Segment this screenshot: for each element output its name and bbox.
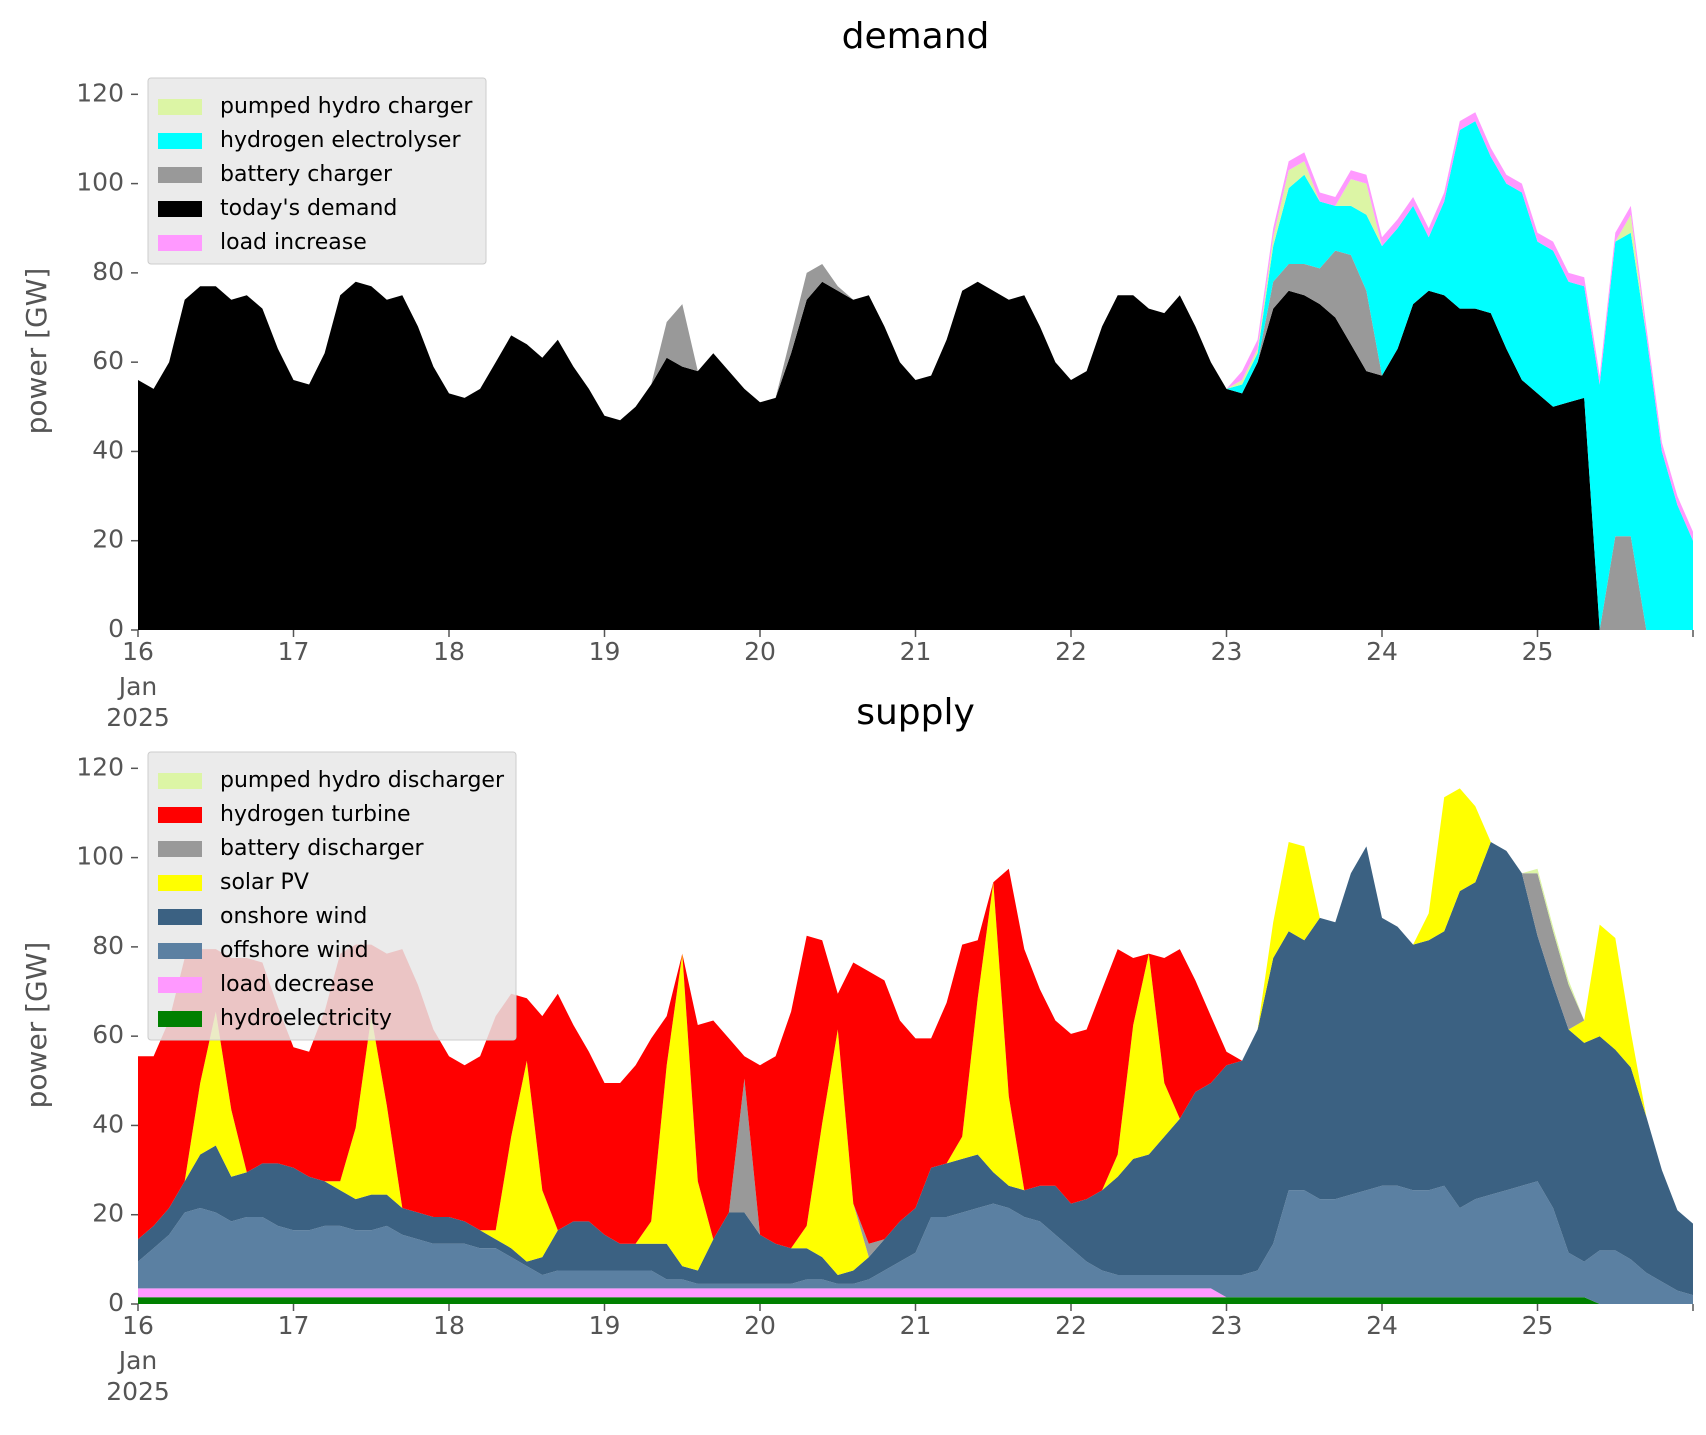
- y-tick-label: 120: [76, 78, 124, 107]
- y-tick-label: 40: [92, 1109, 124, 1138]
- legend-box: [147, 751, 517, 1041]
- legend-box: [147, 77, 487, 265]
- x-tick-label: 17: [278, 637, 310, 666]
- legend: pumped hydro discharger hydrogen turbine b…: [147, 751, 517, 1041]
- y-tick-label: 20: [92, 1199, 124, 1228]
- legend-label-hydrogen-turbine: hydrogen turbine: [220, 802, 411, 827]
- x-tick-label: 23: [1211, 637, 1243, 666]
- y-tick-label: 20: [92, 525, 124, 554]
- y-tick-label: 100: [76, 842, 124, 871]
- x-tick-label: 20: [744, 1311, 776, 1340]
- legend-label-hydroelectricity: hydroelectricity: [220, 1006, 392, 1031]
- legend-label-pumped-hydro-charger: pumped hydro charger: [220, 94, 473, 119]
- x-tick-label: 16: [122, 1311, 154, 1340]
- area-hydrogen-electrolyser: [138, 121, 1693, 630]
- legend-swatch-solar-pv: [158, 875, 202, 891]
- legend-swatch-load-increase: [158, 235, 202, 251]
- legend-swatch-hydrogen-turbine: [158, 807, 202, 823]
- y-tick-label: 40: [92, 435, 124, 464]
- legend-swatch-pumped-hydro-charger: [158, 99, 202, 115]
- y-tick-label: 80: [92, 257, 124, 286]
- area-offshore-wind: [138, 1181, 1693, 1304]
- x-tick-label: 19: [589, 1311, 621, 1340]
- y-tick-label: 0: [108, 614, 124, 643]
- x-tick-label: 19: [589, 637, 621, 666]
- y-tick-label: 80: [92, 931, 124, 960]
- x-tick-label: 22: [1055, 1311, 1087, 1340]
- area-today-s-demand: [138, 281, 1693, 630]
- legend-swatch-today-s-demand: [158, 201, 202, 217]
- area-hydrogen-turbine: [138, 788, 1693, 1249]
- y-tick-label: 60: [92, 346, 124, 375]
- x-tick-label: 21: [900, 637, 932, 666]
- x-tick-label: 25: [1522, 637, 1554, 666]
- x-tick-label: 16: [122, 637, 154, 666]
- x-tick-label: 18: [433, 1311, 465, 1340]
- legend-swatch-pumped-hydro-discharger: [158, 773, 202, 789]
- y-tick-label: 0: [108, 1288, 124, 1317]
- area-solar-pv: [138, 788, 1693, 1275]
- legend-label-today-s-demand: today's demand: [220, 196, 397, 221]
- y-axis-label: power [GW]: [20, 268, 53, 435]
- x-tick-label: 23: [1211, 1311, 1243, 1340]
- legend-label-hydrogen-electrolyser: hydrogen electrolyser: [220, 128, 461, 153]
- legend-label-load-increase: load increase: [220, 230, 367, 255]
- legend-swatch-load-decrease: [158, 977, 202, 993]
- x-tick-label: 24: [1366, 1311, 1398, 1340]
- y-tick-label: 100: [76, 168, 124, 197]
- legend-swatch-battery-discharger: [158, 841, 202, 857]
- legend-label-pumped-hydro-discharger: pumped hydro discharger: [220, 768, 505, 793]
- x-tick-label: 20: [744, 637, 776, 666]
- legend-swatch-hydrogen-electrolyser: [158, 133, 202, 149]
- x-tick-label: 22: [1055, 637, 1087, 666]
- x-tick-label-extra: 2025: [106, 1377, 170, 1406]
- legend-label-battery-charger: battery charger: [220, 162, 393, 187]
- legend-swatch-hydroelectricity: [158, 1011, 202, 1027]
- x-tick-label: 17: [278, 1311, 310, 1340]
- chart-title: supply: [856, 692, 975, 733]
- area-onshore-wind: [138, 842, 1693, 1296]
- area-load-decrease: [138, 1288, 1693, 1304]
- legend-label-load-decrease: load decrease: [220, 972, 374, 997]
- legend-label-onshore-wind: onshore wind: [220, 904, 367, 929]
- y-axis-label: power [GW]: [20, 942, 53, 1109]
- x-tick-label: 25: [1522, 1311, 1554, 1340]
- x-tick-label-extra: Jan: [117, 1346, 158, 1375]
- x-tick-label-extra: Jan: [117, 672, 158, 701]
- legend-label-battery-discharger: battery discharger: [220, 836, 425, 861]
- x-tick-label-extra: 2025: [106, 703, 170, 732]
- x-tick-label: 24: [1366, 637, 1398, 666]
- legend-swatch-onshore-wind: [158, 909, 202, 925]
- y-tick-label: 120: [76, 752, 124, 781]
- area-hydroelectricity: [138, 1297, 1693, 1304]
- chart-title: demand: [842, 16, 990, 57]
- y-tick-label: 60: [92, 1020, 124, 1049]
- legend: pumped hydro charger hydrogen electrolyse…: [147, 77, 487, 265]
- x-tick-label: 21: [900, 1311, 932, 1340]
- x-tick-label: 18: [433, 637, 465, 666]
- legend-swatch-battery-charger: [158, 167, 202, 183]
- legend-label-offshore-wind: offshore wind: [220, 938, 369, 963]
- legend-swatch-offshore-wind: [158, 943, 202, 959]
- legend-label-solar-pv: solar PV: [220, 870, 309, 895]
